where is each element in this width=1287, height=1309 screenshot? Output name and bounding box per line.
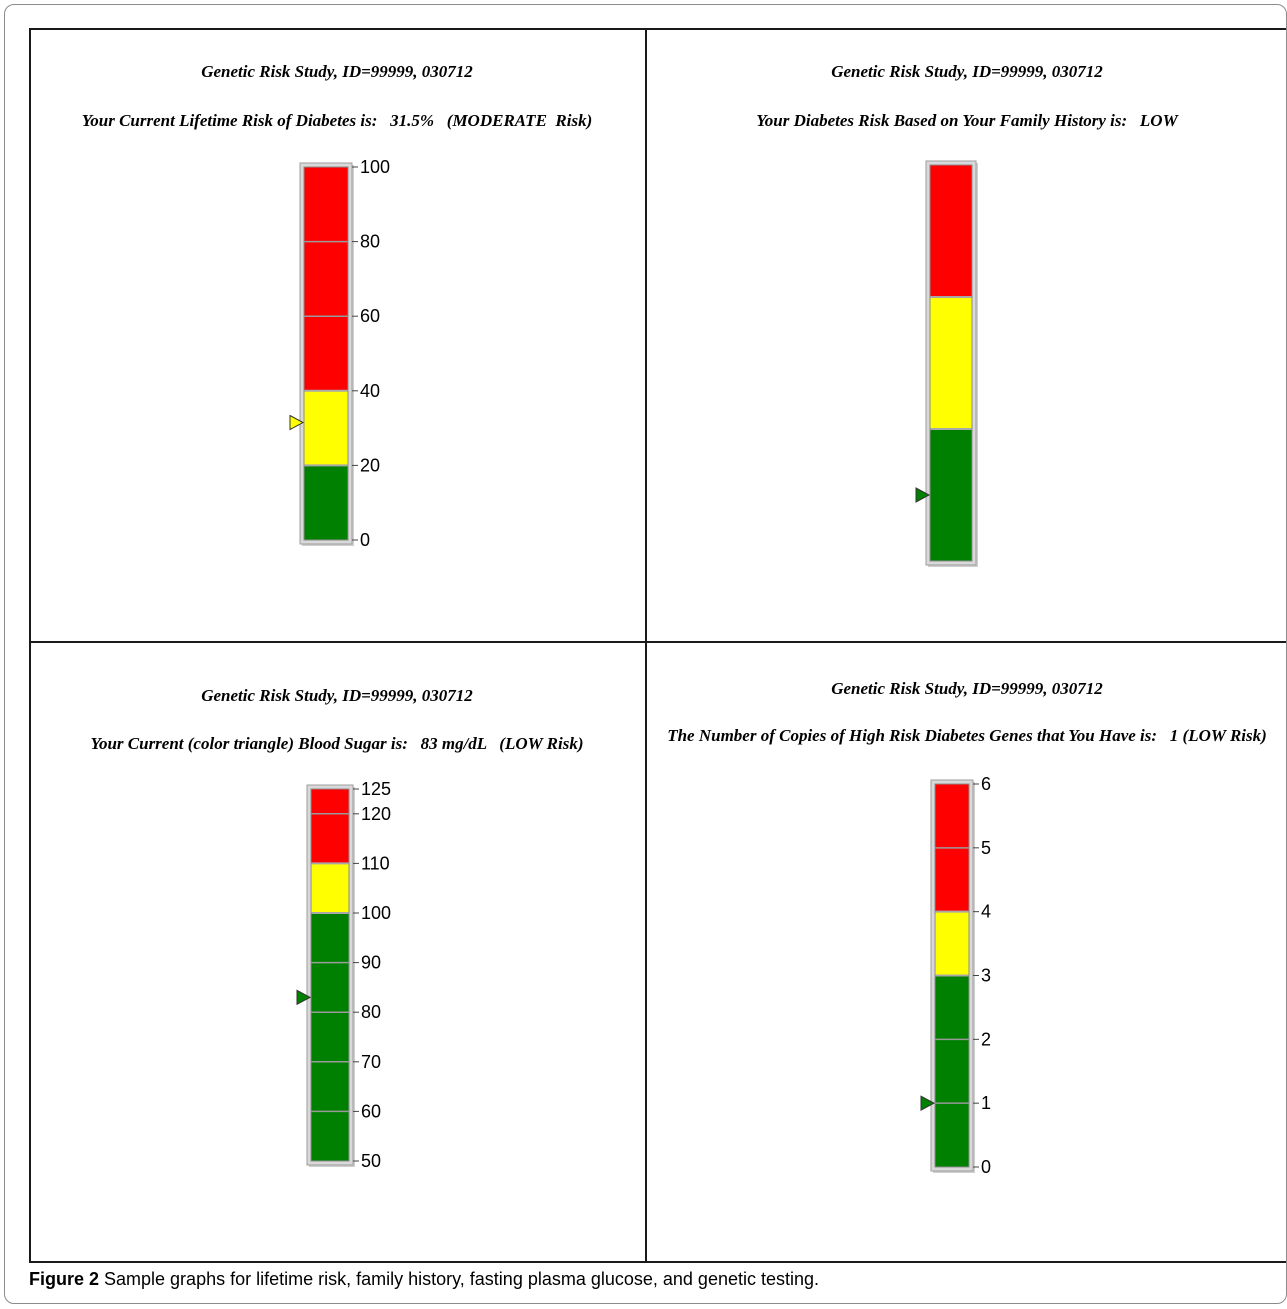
panel-family-history: Genetic Risk Study, ID=99999, 030712 Your… (756, 62, 1180, 567)
tick-label: 120 (361, 804, 391, 824)
chart-grid (29, 28, 1286, 1263)
risk-band-green (930, 429, 972, 561)
panel-lifetime-risk: Genetic Risk Study, ID=99999, 030712 Your… (82, 62, 593, 550)
tick-label: 60 (361, 1101, 381, 1121)
panel-title: Genetic Risk Study, ID=99999, 030712 (201, 62, 473, 81)
gauge-border (303, 166, 349, 541)
tick-label: 50 (361, 1151, 381, 1171)
tick-label: 1 (981, 1093, 991, 1113)
tick-label: 110 (361, 853, 390, 873)
risk-band-red (304, 167, 348, 391)
panel-title: Genetic Risk Study, ID=99999, 030712 (201, 686, 473, 705)
panel-blood-sugar: Genetic Risk Study, ID=99999, 030712 Your… (90, 686, 583, 1171)
figure-caption: Figure 2 Sample graphs for lifetime risk… (29, 1269, 1279, 1290)
caption-label: Figure 2 (29, 1269, 100, 1289)
panel-subtitle: Your Current (color triangle) Blood Suga… (90, 734, 583, 753)
caption-text: Sample graphs for lifetime risk, family … (99, 1269, 820, 1289)
risk-marker-triangle (915, 487, 931, 503)
tick-label: 100 (361, 903, 391, 923)
gauge-border (934, 783, 970, 1168)
panel-subtitle: Your Current Lifetime Risk of Diabetes i… (82, 111, 593, 130)
risk-marker-triangle (920, 1095, 936, 1112)
tick-label: 70 (361, 1052, 381, 1072)
panel-title: Genetic Risk Study, ID=99999, 030712 (831, 679, 1103, 698)
tick-label: 4 (981, 902, 991, 922)
grid-divider-vertical (645, 30, 647, 1261)
tick-label: 5 (981, 838, 991, 858)
tick-label: 0 (360, 530, 370, 550)
risk-band-yellow (935, 911, 969, 976)
risk-band-yellow (311, 863, 349, 913)
risk-band-red (930, 165, 972, 297)
tick-label: 100 (360, 157, 390, 177)
panel-gene-copies: Genetic Risk Study, ID=99999, 030712 The … (667, 679, 1267, 1177)
risk-marker-triangle (289, 414, 305, 431)
risk-band-green (935, 975, 969, 1167)
tick-label: 80 (360, 232, 380, 252)
tick-label: 40 (360, 381, 380, 401)
tick-label: 3 (981, 966, 991, 986)
panel-subtitle: The Number of Copies of High Risk Diabet… (667, 726, 1267, 745)
risk-band-green (311, 913, 349, 1161)
tick-label: 60 (360, 306, 380, 326)
grid-divider-horizontal (31, 641, 1286, 643)
tick-label: 6 (981, 774, 991, 794)
risk-band-green (304, 465, 348, 540)
gauge-border (310, 788, 350, 1162)
tick-label: 90 (361, 953, 381, 973)
risk-band-yellow (304, 390, 348, 466)
tick-label: 80 (361, 1002, 381, 1022)
tick-label: 2 (981, 1029, 991, 1049)
risk-band-yellow (930, 297, 972, 429)
tick-label: 125 (361, 779, 391, 799)
gauge-border (929, 164, 973, 562)
panel-title: Genetic Risk Study, ID=99999, 030712 (831, 62, 1103, 81)
figure-frame: Genetic Risk Study, ID=99999, 030712 Your… (4, 4, 1287, 1304)
panel-subtitle: Your Diabetes Risk Based on Your Family … (756, 111, 1179, 130)
risk-band-red (311, 789, 349, 864)
tick-label: 20 (360, 455, 380, 475)
tick-label: 0 (981, 1157, 991, 1177)
risk-marker-triangle (296, 989, 312, 1006)
